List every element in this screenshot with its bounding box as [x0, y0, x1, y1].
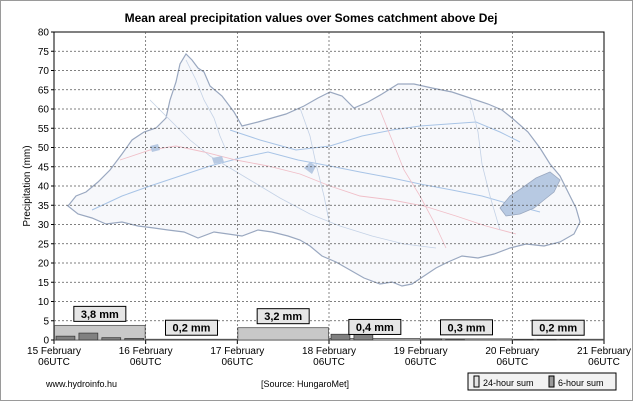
grid-layer — [54, 32, 604, 340]
bar-label: 0,2 mm — [165, 319, 218, 336]
bar-label-box — [165, 319, 218, 336]
legend-swatch-6h — [548, 375, 555, 388]
x-tick-date: 20 February — [485, 346, 539, 357]
bar-6-hour — [124, 338, 145, 341]
legend-6-hour: 6-hour sum — [558, 378, 604, 388]
y-axis-label: Precipitation (mm) — [22, 145, 33, 226]
bar-6-hour — [55, 335, 76, 341]
legend-24-hour: 24-hour sum — [483, 378, 534, 388]
y-tick-label: 15 — [38, 278, 50, 289]
y-axis: 0 5 10 15 20 25 30 35 40 45 50 55 60 65 70 75 80 — [38, 28, 54, 347]
x-tick-date: 18 February — [302, 346, 356, 357]
x-tick-date: 16 February — [119, 346, 173, 357]
x-tick-date: 19 February — [394, 346, 448, 357]
legend: 24-hour sum 6-hour sum — [467, 372, 617, 391]
bar-24-hour — [512, 338, 604, 341]
bar-24-hour — [329, 338, 421, 341]
y-tick-label: 55 — [38, 124, 50, 135]
y-tick-label: 60 — [38, 105, 50, 116]
bar-label-text: 0,2 mm — [173, 323, 211, 335]
source-text: [Source: HungaroMet] — [261, 379, 349, 389]
bar-label-text: 0,4 mm — [356, 322, 394, 334]
x-tick-date: 15 February — [27, 346, 81, 357]
bar-24-hour — [420, 338, 513, 341]
bar-6-hour — [330, 333, 351, 341]
bar-label: 3,2 mm — [256, 308, 310, 325]
bar-label-box — [440, 319, 493, 336]
x-tick-time: 06UTC — [588, 357, 620, 368]
y-tick-label: 10 — [38, 297, 50, 308]
bar-label-text: 3,2 mm — [264, 311, 302, 323]
x-tick-time: 06UTC — [405, 357, 437, 368]
legend-swatch-24h — [473, 375, 480, 388]
x-tick-time: 06UTC — [496, 357, 528, 368]
bar-label-box — [73, 305, 127, 322]
bar-label: 0,3 mm — [440, 319, 493, 336]
x-tick-date: 17 February — [210, 346, 264, 357]
y-tick-label: 75 — [38, 47, 50, 58]
y-tick-label: 35 — [38, 201, 50, 212]
bar-6-hour — [422, 338, 442, 341]
y-tick-label: 5 — [43, 316, 49, 327]
bar-24-hour — [54, 324, 146, 341]
bar-label-text: 3,8 mm — [81, 309, 119, 321]
y-tick-label: 45 — [38, 162, 50, 173]
legend-frame — [467, 372, 617, 391]
y-tick-label: 80 — [38, 28, 50, 39]
y-tick-label: 30 — [38, 220, 50, 231]
bar-label-text: 0,2 mm — [539, 323, 577, 335]
y-tick-label: 20 — [38, 259, 50, 270]
bar-label-box — [256, 308, 310, 325]
bar-label: 0,4 mm — [348, 318, 402, 335]
catchment-map — [67, 53, 581, 287]
bar-24-hour — [237, 327, 329, 341]
x-tick-time: 06UTC — [221, 357, 253, 368]
bar-label-box — [531, 319, 585, 336]
y-tick-label: 25 — [38, 239, 50, 250]
y-tick-label: 40 — [38, 182, 50, 193]
x-tick-time: 06UTC — [38, 357, 70, 368]
x-tick-time: 06UTC — [313, 357, 345, 368]
x-tick-date: 21 February — [577, 346, 631, 357]
bars-24-hour — [54, 324, 604, 341]
bar-label: 0,2 mm — [531, 319, 585, 336]
bars-6-hour — [55, 332, 580, 341]
bar-6-hour — [78, 332, 99, 341]
bar-label-box — [348, 318, 402, 335]
bar-label-text: 0,3 mm — [448, 322, 486, 334]
bar-labels: 3,8 mm 0,2 mm 3,2 mm 0,4 mm 0,3 mm 0,2 mm — [73, 305, 585, 336]
y-tick-label: 50 — [38, 143, 50, 154]
y-tick-label: 0 — [43, 336, 49, 347]
y-tick-label: 70 — [38, 66, 50, 77]
x-tick-time: 06UTC — [130, 357, 162, 368]
bar-24-hour — [145, 338, 238, 341]
bar-6-hour — [101, 337, 122, 341]
site-text: www.hydroinfo.hu — [45, 379, 117, 389]
chart-title: Mean areal precipitation values over Som… — [125, 11, 498, 25]
y-tick-label: 65 — [38, 85, 50, 96]
bar-label: 3,8 mm — [73, 305, 127, 322]
